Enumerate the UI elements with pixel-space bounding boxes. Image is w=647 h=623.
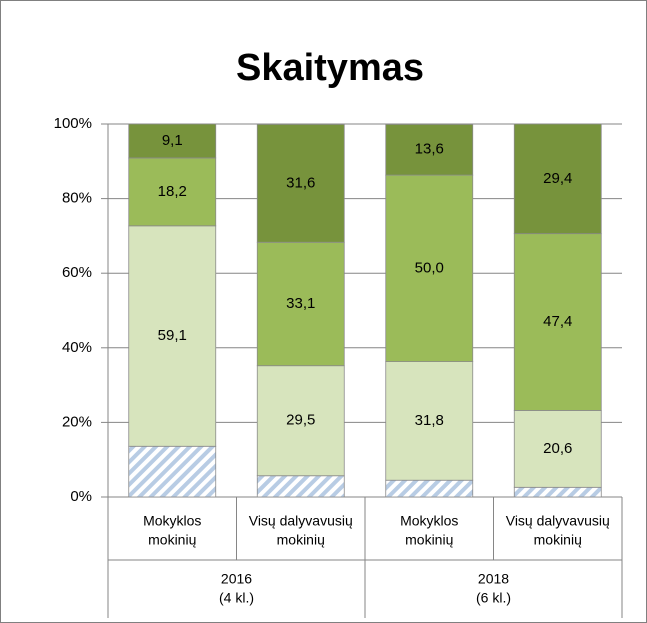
group-label: (4 kl.) <box>219 590 254 606</box>
data-label: 33,1 <box>286 295 315 312</box>
bar-segment <box>385 123 474 176</box>
y-tick-label: 20% <box>62 413 92 430</box>
bar-segment <box>128 225 217 447</box>
y-tick-label: 0% <box>70 488 92 505</box>
data-label: 47,4 <box>543 313 572 330</box>
data-label: 31,8 <box>415 412 444 429</box>
bar-segment <box>385 479 474 498</box>
bar-segment <box>128 445 217 498</box>
group-label: 2016 <box>221 571 252 587</box>
x-tick-label: Mokyklos <box>143 513 201 529</box>
data-label: 18,2 <box>158 183 187 200</box>
x-tick-label: mokinių <box>405 532 453 548</box>
bar-segment <box>385 361 474 481</box>
bar-segment <box>256 365 345 477</box>
data-label: 50,0 <box>415 259 444 276</box>
y-tick-label: 100% <box>54 115 92 132</box>
data-label: 31,6 <box>286 174 315 191</box>
bar-segment <box>385 174 474 363</box>
bar-segment <box>513 486 602 498</box>
data-label: 59,1 <box>158 327 187 344</box>
y-tick-label: 80% <box>62 190 92 207</box>
bar-segment <box>256 123 345 243</box>
y-tick-label: 40% <box>62 339 92 356</box>
data-label: 29,5 <box>286 412 315 429</box>
group-label: (6 kl.) <box>476 590 511 606</box>
data-label: 9,1 <box>162 132 183 149</box>
bar-segment <box>128 123 217 159</box>
x-tick-label: Visų dalyvavusių <box>249 513 353 529</box>
bar-segment <box>513 123 602 235</box>
bar-segment <box>513 410 602 488</box>
y-tick-label: 60% <box>62 264 92 281</box>
bar-segment <box>256 241 345 367</box>
bar-segment <box>513 233 602 411</box>
x-tick-label: Visų dalyvavusių <box>506 513 610 529</box>
data-label: 13,6 <box>415 141 444 158</box>
x-tick-label: mokinių <box>534 532 582 548</box>
bar-segment <box>128 157 217 227</box>
x-tick-label: mokinių <box>277 532 325 548</box>
data-label: 20,6 <box>543 440 572 457</box>
x-tick-label: mokinių <box>148 532 196 548</box>
group-label: 2018 <box>478 571 509 587</box>
data-label: 29,4 <box>543 170 572 187</box>
x-tick-label: Mokyklos <box>400 513 458 529</box>
bar-segment <box>256 475 345 498</box>
chart-title: Skaitymas <box>236 47 424 89</box>
